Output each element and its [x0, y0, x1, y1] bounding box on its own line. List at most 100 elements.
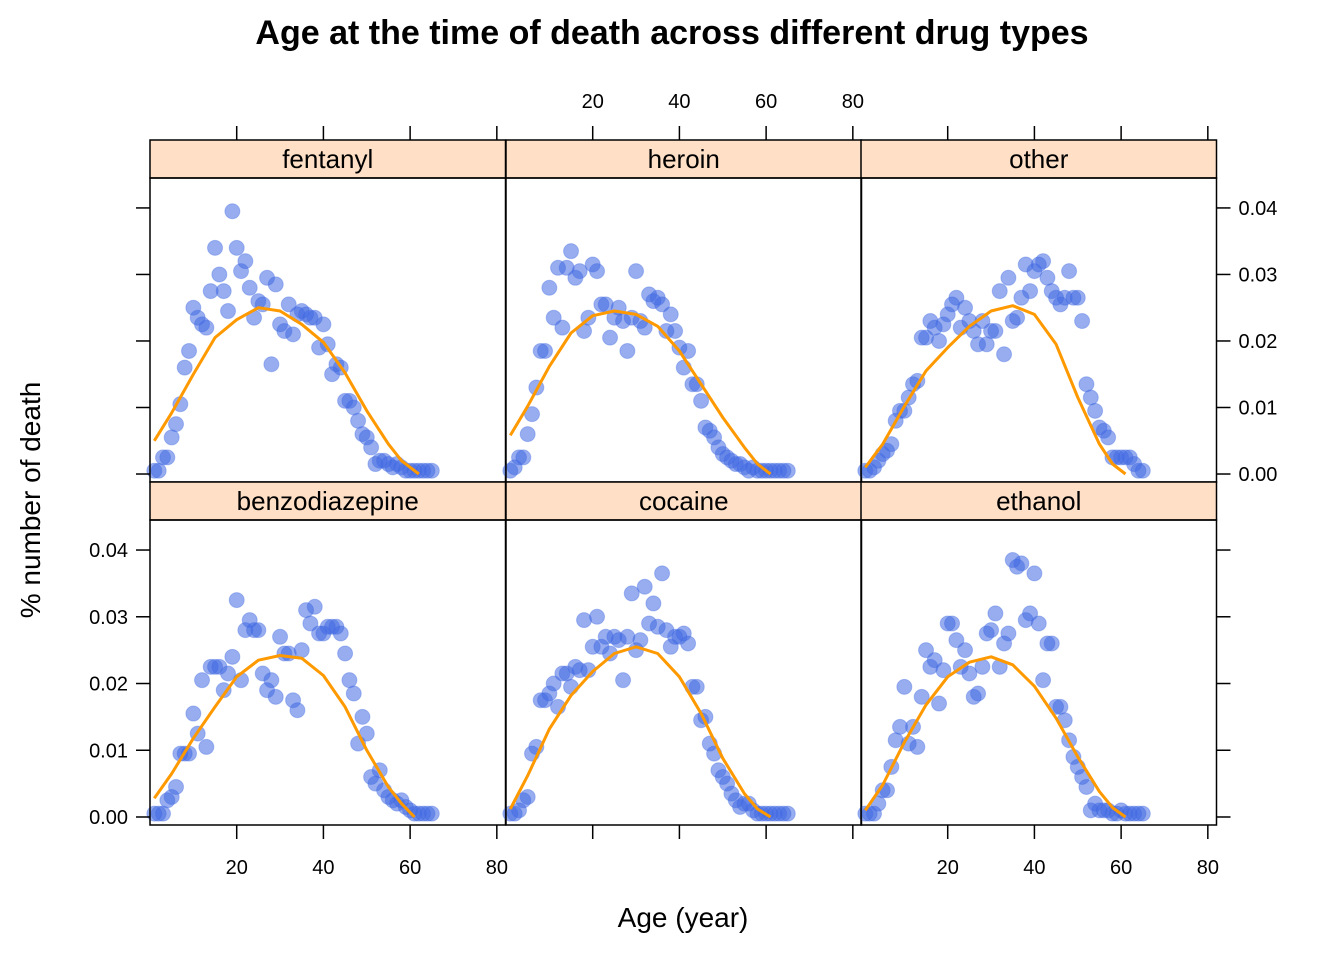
point-other-50: [1074, 313, 1091, 330]
y-tick-label-right-3: 0.03: [1239, 264, 1278, 286]
panel-other: other: [857, 139, 1218, 483]
point-other-41: [1035, 253, 1052, 270]
point-cocaine-35: [654, 565, 671, 582]
point-fentanyl-28: [267, 276, 284, 293]
x-tick-label-bottom-0-2: 60: [399, 857, 421, 879]
point-ethanol-33: [1000, 625, 1017, 642]
point-other-30: [987, 322, 1004, 339]
point-ethanol-9: [896, 678, 913, 695]
y-tick-label-right-0: 0.00: [1239, 464, 1278, 486]
point-fentanyl-18: [224, 203, 241, 220]
point-cocaine-33: [645, 595, 662, 612]
point-other-49: [1069, 289, 1086, 306]
point-other-35: [1009, 309, 1026, 326]
point-heroin-16: [571, 263, 588, 280]
point-cocaine-43: [688, 678, 705, 695]
y-tick-label-right-1: 0.01: [1239, 397, 1278, 419]
strip-label-cocaine: cocaine: [639, 486, 729, 516]
point-ethanol-21: [948, 632, 965, 649]
point-cocaine-14: [563, 678, 580, 695]
point-benzodiazepine-37: [306, 598, 323, 615]
point-cocaine-30: [632, 632, 649, 649]
point-heroin-20: [589, 263, 606, 280]
y-tick-label-right-4: 0.04: [1239, 198, 1278, 220]
x-tick-label-bottom-2-1: 40: [1023, 857, 1045, 879]
point-benzodiazepine-46: [345, 685, 362, 702]
point-ethanol-17: [931, 695, 948, 712]
point-fentanyl-32: [285, 326, 302, 343]
point-ethanol-45: [1052, 698, 1069, 715]
point-benzodiazepine-11: [194, 672, 211, 689]
point-cocaine-4: [519, 788, 536, 805]
point-benzodiazepine-24: [250, 622, 267, 639]
point-benzodiazepine-34: [293, 642, 310, 659]
x-tick-label-bottom-2-2: 60: [1110, 857, 1132, 879]
point-benzodiazepine-44: [337, 645, 354, 662]
point-ethanol-30: [987, 605, 1004, 622]
point-benzodiazepine-45: [341, 672, 358, 689]
panel-frame-ethanol: [860, 519, 1218, 826]
strip-ethanol: [860, 481, 1218, 521]
point-benzodiazepine-17: [220, 665, 237, 682]
point-heroin-14: [563, 243, 580, 260]
x-axis-label: Age (year): [618, 902, 749, 933]
chart-title: Age at the time of death across differen…: [255, 14, 1088, 52]
strip-label-ethanol: ethanol: [996, 486, 1081, 516]
strip-label-other: other: [1009, 144, 1069, 174]
point-benzodiazepine-33: [289, 702, 306, 719]
point-heroin-9: [541, 279, 558, 296]
point-benzodiazepine-43: [332, 625, 349, 642]
strip-label-benzodiazepine: benzodiazepine: [237, 486, 419, 516]
point-other-21: [948, 289, 965, 306]
y-tick-label-left-3: 0.03: [89, 607, 128, 629]
point-fentanyl-5: [168, 416, 185, 433]
point-fentanyl-40: [319, 336, 336, 353]
point-heroin-3: [515, 449, 532, 466]
point-fentanyl-15: [211, 266, 228, 283]
y-tick-label-right-2: 0.02: [1239, 331, 1278, 353]
point-ethanol-51: [1078, 778, 1095, 795]
point-fentanyl-27: [263, 356, 280, 373]
point-benzodiazepine-48: [354, 708, 371, 725]
point-other-31: [991, 283, 1008, 300]
point-other-53: [1087, 402, 1104, 419]
point-ethanol-16: [926, 652, 943, 669]
strip-cocaine: [505, 481, 863, 521]
panel-frame-other: [860, 177, 1218, 483]
x-tick-label-top-2: 60: [755, 91, 777, 113]
point-benzodiazepine-2: [155, 805, 172, 822]
point-fentanyl-64: [423, 462, 440, 479]
y-tick-label-left-2: 0.02: [89, 674, 128, 696]
point-fentanyl-14: [207, 239, 224, 256]
point-ethanol-14: [918, 642, 935, 659]
point-ethanol-41: [1035, 672, 1052, 689]
point-ethanol-23: [957, 642, 974, 659]
x-tick-label-bottom-2-3: 80: [1197, 857, 1219, 879]
x-tick-label-bottom-2-0: 20: [937, 857, 959, 879]
point-other-47: [1061, 263, 1078, 280]
point-fentanyl-39: [315, 316, 332, 333]
point-fentanyl-19: [228, 239, 245, 256]
fit-line-benzodiazepine: [153, 654, 416, 819]
fit-line-cocaine: [508, 645, 772, 819]
point-benzodiazepine-18: [224, 648, 241, 665]
point-benzodiazepine-12: [198, 738, 215, 755]
point-heroin-12: [554, 319, 571, 336]
panel-ethanol: ethanol: [857, 481, 1218, 826]
y-tick-label-left-4: 0.04: [89, 540, 128, 562]
point-fentanyl-3: [159, 449, 176, 466]
point-ethanol-40: [1030, 615, 1047, 632]
point-ethanol-12: [909, 738, 926, 755]
point-ethanol-20: [944, 615, 961, 632]
x-tick-label-bottom-0-3: 80: [486, 857, 508, 879]
point-ethanol-29: [983, 622, 1000, 639]
y-tick-label-left-1: 0.01: [89, 740, 128, 762]
point-heroin-64: [779, 462, 796, 479]
point-benzodiazepine-28: [267, 688, 284, 705]
point-ethanol-39: [1026, 565, 1043, 582]
x-tick-label-top-3: 80: [842, 91, 864, 113]
point-heroin-4: [519, 426, 536, 443]
point-benzodiazepine-27: [263, 672, 280, 689]
point-ethanol-18: [935, 662, 952, 679]
y-tick-label-left-0: 0.00: [89, 807, 128, 829]
